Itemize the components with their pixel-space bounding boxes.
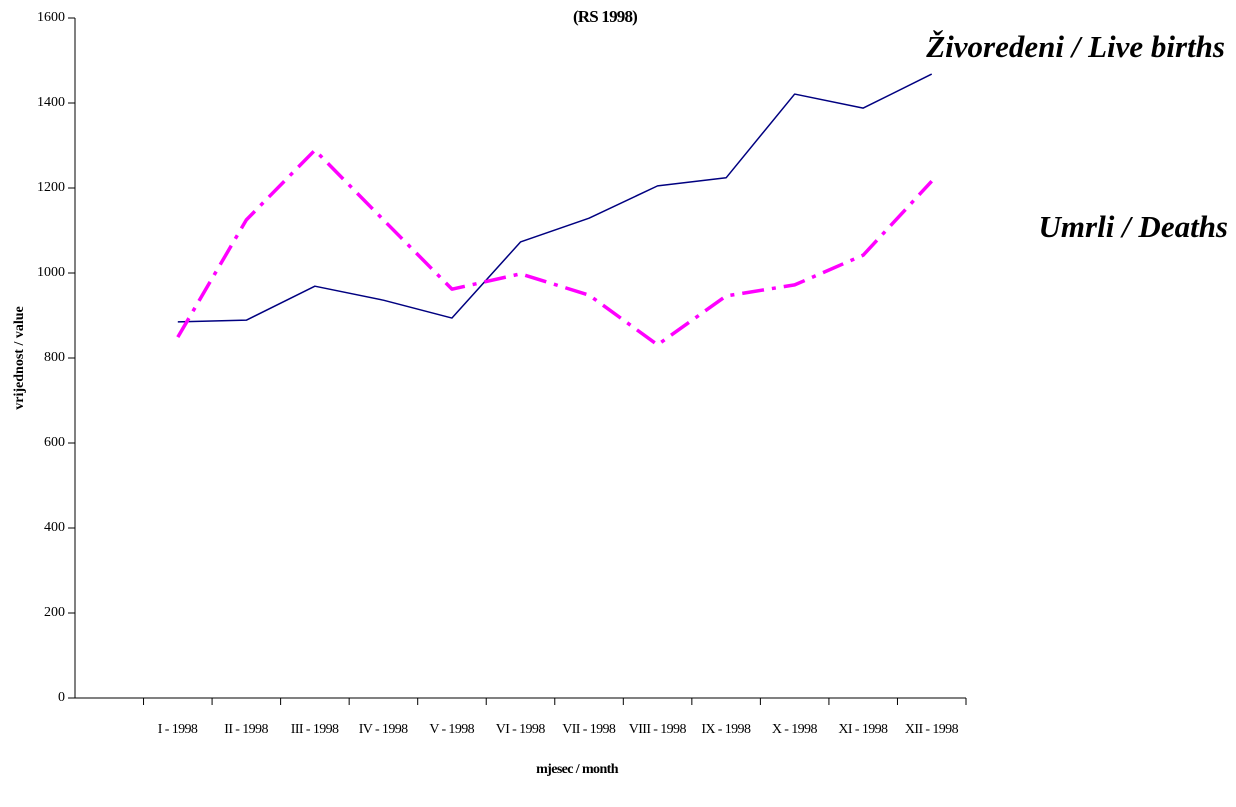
legend-entry: Umrli / Deaths [1039,209,1228,244]
x-tick-label: V - 1998 [429,722,475,737]
y-axis-label: vrijednost / value [12,306,27,409]
x-tick-label: II - 1998 [224,722,268,737]
y-tick-label: 1200 [37,180,65,195]
x-tick-label: VII - 1998 [562,722,616,737]
x-tick-label: XII - 1998 [904,722,959,737]
series-line [177,73,933,323]
x-axis-label: mjesec / month [536,762,619,777]
legend-entry: Živoredeni / Live births [925,29,1225,64]
chart-title: (RS 1998) [573,7,637,26]
series-line [176,148,934,347]
y-tick-label: 0 [58,690,65,705]
x-tick-label: IV - 1998 [358,722,408,737]
y-tick-label: 1400 [37,95,65,110]
x-tick-label: X - 1998 [771,722,818,737]
x-tick-label: XI - 1998 [838,722,888,737]
y-tick-label: 600 [44,435,65,450]
y-tick-label: 800 [44,350,65,365]
x-tick-label: III - 1998 [290,722,339,737]
x-tick-label: I - 1998 [157,722,198,737]
y-tick-label: 400 [44,520,65,535]
y-tick-label: 1000 [37,265,65,280]
x-tick-label: VIII - 1998 [628,722,687,737]
y-tick-label: 200 [44,605,65,620]
y-tick-label: 1600 [37,10,65,25]
x-tick-label: IX - 1998 [701,722,751,737]
x-tick-label: VI - 1998 [495,722,546,737]
